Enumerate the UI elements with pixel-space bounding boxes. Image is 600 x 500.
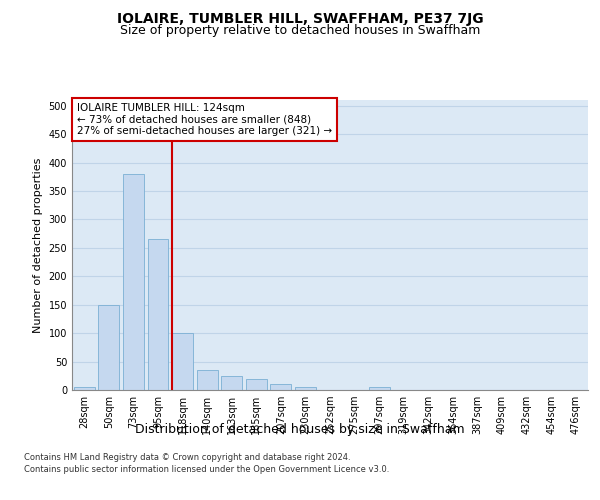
Y-axis label: Number of detached properties: Number of detached properties	[33, 158, 43, 332]
Bar	[295, 387, 316, 390]
Bar	[123, 174, 144, 390]
Text: IOLAIRE TUMBLER HILL: 124sqm
← 73% of detached houses are smaller (848)
27% of s: IOLAIRE TUMBLER HILL: 124sqm ← 73% of de…	[77, 103, 332, 136]
Bar	[197, 370, 218, 390]
Text: Distribution of detached houses by size in Swaffham: Distribution of detached houses by size …	[135, 422, 465, 436]
Bar	[98, 304, 119, 390]
Bar	[368, 387, 389, 390]
Bar	[172, 333, 193, 390]
Text: Contains HM Land Registry data © Crown copyright and database right 2024.: Contains HM Land Registry data © Crown c…	[24, 452, 350, 462]
Bar	[221, 376, 242, 390]
Bar	[74, 387, 95, 390]
Bar	[148, 240, 169, 390]
Text: IOLAIRE, TUMBLER HILL, SWAFFHAM, PE37 7JG: IOLAIRE, TUMBLER HILL, SWAFFHAM, PE37 7J…	[116, 12, 484, 26]
Bar	[246, 378, 267, 390]
Bar	[271, 384, 292, 390]
Text: Contains public sector information licensed under the Open Government Licence v3: Contains public sector information licen…	[24, 465, 389, 474]
Text: Size of property relative to detached houses in Swaffham: Size of property relative to detached ho…	[120, 24, 480, 37]
